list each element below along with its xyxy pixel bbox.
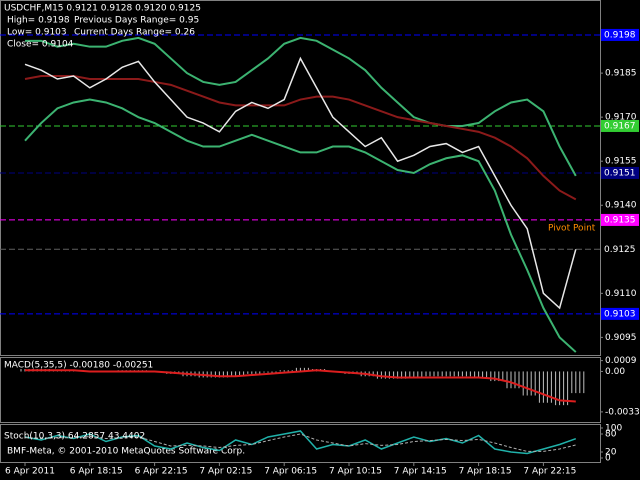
series-line [25,36,577,177]
x-tick-label: 7 Apr 18:15 [459,467,512,477]
y-tick-label: -0.00336 [605,407,640,417]
level-label-box [601,28,639,41]
x-tick-label: 6 Apr 2011 [5,467,55,477]
series-line [25,369,576,403]
footer: BMF-Meta, © 2001-2010 MetaQuotes Softwar… [7,447,245,457]
level-label-box [601,243,639,256]
series-line [24,98,577,353]
info-text: Close= 0.9104 [7,40,74,50]
y-tick-label: 20 [605,448,617,458]
y-tick-label: 0.9170 [605,113,637,123]
y-tick-label: 100 [605,424,622,434]
y-tick-label: 0.9095 [605,333,637,343]
level-label: 0.9125 [604,245,636,255]
series-line [24,75,577,201]
y-tick-label: 0.9110 [605,289,637,299]
level-label-box [601,166,639,179]
info-text: Low= 0.9103 [7,28,67,38]
x-tick-label: 7 Apr 06:15 [264,467,317,477]
y-tick-label: 0 [605,454,611,464]
level-label: 0.9151 [604,168,636,178]
main-panel [0,0,601,356]
y-tick-label: 80 [605,430,617,440]
macd-panel [0,357,601,423]
annotation: Pivot Point [548,223,596,233]
level-label: 0.9167 [604,121,636,131]
level-label: 0.9198 [604,30,636,40]
x-tick-label: 6 Apr 22:15 [135,467,188,477]
y-tick-label: 0.9140 [605,201,637,211]
level-label-box [601,213,639,226]
panel-title: MACD(5,35,5) -0.00180 -0.00251 [4,361,153,371]
x-tick-label: 7 Apr 22:15 [523,467,576,477]
level-label: 0.9103 [604,309,636,319]
x-tick-label: 7 Apr 02:15 [199,467,252,477]
y-tick-label: 0.0009 [605,356,637,366]
x-tick-label: 6 Apr 18:15 [70,467,123,477]
stoch-panel [0,424,601,463]
y-tick-label: 0.00 [605,367,625,377]
info-text: Previous Days Range= 0.95 [74,16,199,26]
series-line [24,56,577,310]
series-line [24,433,576,452]
level-label-box [601,307,639,320]
level-label-box [601,119,639,132]
x-tick-label: 7 Apr 14:15 [394,467,447,477]
info-text: Current Days Range= 0.26 [74,28,195,38]
y-tick-label: 0.9155 [605,157,637,167]
panel-title: Stoch(10,3,3) 64.2857 43.4402 [4,432,145,442]
y-tick-label: 0.9185 [605,69,637,79]
info-text: High= 0.9198 [7,16,70,26]
level-label: 0.9135 [604,215,636,225]
panel-title: USDCHF,M15 0.9121 0.9128 0.9120 0.9125 [4,4,201,14]
x-tick-label: 7 Apr 10:15 [329,467,382,477]
